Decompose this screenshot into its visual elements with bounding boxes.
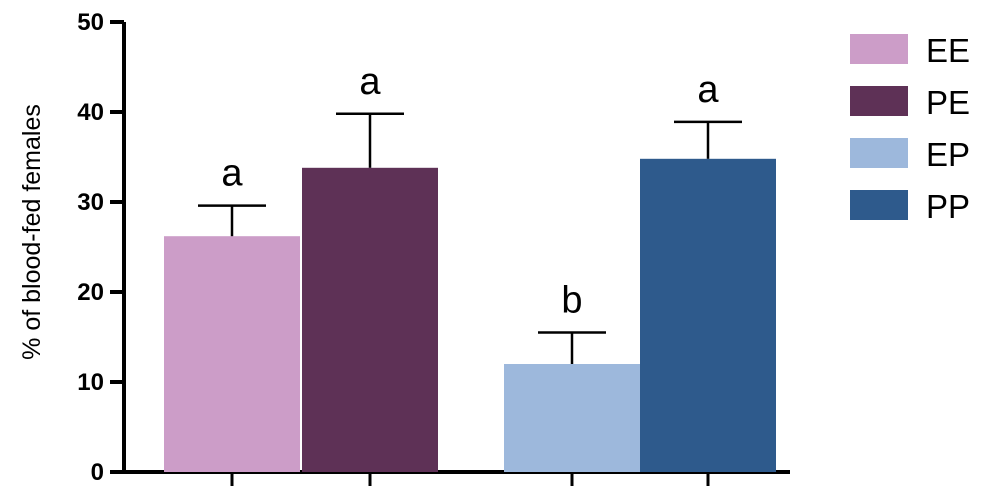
y-tick-label: 40 [77,99,104,126]
y-axis-label: % of blood-fed females [18,104,46,360]
legend-swatch [850,86,908,116]
y-tick-label: 50 [77,9,104,36]
y-tick-label: 10 [77,369,104,396]
significance-labels: a a b a [221,61,719,322]
legend-swatch [850,34,908,64]
significance-label: a [359,61,381,103]
bars [164,158,776,473]
legend-label: PP [926,188,970,225]
y-tick-label: 0 [91,459,104,486]
bar-ep [504,364,640,472]
y-tick-label: 30 [77,189,104,216]
bar-pe [302,167,438,473]
legend-label: PE [926,84,970,121]
significance-label: b [561,280,582,322]
y-axis-label-group: % of blood-fed females [18,104,46,360]
legend-label: EP [926,136,970,173]
significance-label: a [697,69,719,111]
significance-label: a [221,153,243,195]
legend-swatch [850,138,908,168]
bar-pp [640,158,776,473]
legend: EE PE EP PP [850,32,970,225]
legend-label: EE [926,32,970,69]
y-tick-label: 20 [77,279,104,306]
error-bars [198,112,742,364]
bar-ee [164,236,300,472]
legend-swatch [850,190,908,220]
